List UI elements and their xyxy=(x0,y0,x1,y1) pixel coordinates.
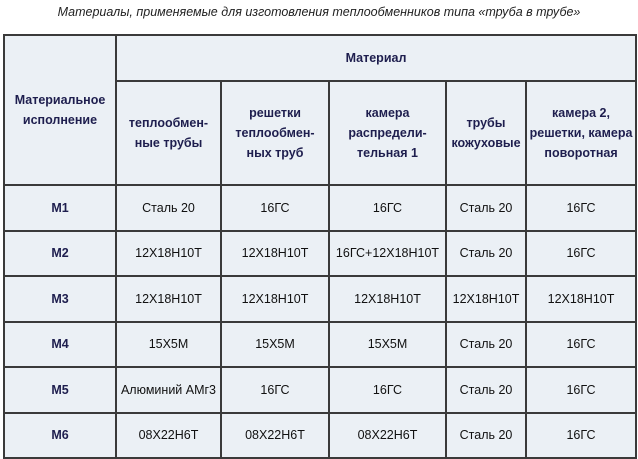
table-cell: 12Х18Н10Т xyxy=(220,275,330,323)
table-cell: Сталь 20 xyxy=(445,229,527,277)
row-header: М6 xyxy=(3,411,117,459)
materials-table: Материальное исполнение Материал теплооб… xyxy=(3,34,638,459)
table-cell: 12Х18Н10Т xyxy=(328,275,447,323)
table-cell: 12Х18Н10Т xyxy=(445,275,527,323)
table-cell: 12Х18Н10Т xyxy=(115,275,222,323)
table-cell: 15Х5М xyxy=(115,320,222,368)
row-header: М2 xyxy=(3,229,117,277)
table-cell: Сталь 20 xyxy=(445,411,527,459)
table-cell: 16ГС xyxy=(524,184,638,232)
row-header: М3 xyxy=(3,275,117,323)
table-cell: Сталь 20 xyxy=(445,184,527,232)
table-row: М5 Алюминий АМг3 16ГС 16ГС Сталь 20 16ГС xyxy=(3,366,638,414)
column-header: теплообмен-ные трубы xyxy=(115,80,222,186)
table-cell: 08Х22Н6Т xyxy=(220,411,330,459)
table-row: М4 15Х5М 15Х5М 15Х5М Сталь 20 16ГС xyxy=(3,320,638,368)
table-cell: 16ГС+12Х18Н10Т xyxy=(328,229,447,277)
table-cell: 12Х18Н10Т xyxy=(115,229,222,277)
table-row: М3 12Х18Н10Т 12Х18Н10Т 12Х18Н10Т 12Х18Н10Т 12… xyxy=(3,275,638,323)
table-cell: Сталь 20 xyxy=(445,366,527,414)
table-cell: 16ГС xyxy=(524,366,638,414)
table-cell: 15Х5М xyxy=(220,320,330,368)
table-caption: Материалы, применяемые для изготовления … xyxy=(57,5,581,19)
corner-header: Материальное исполнение xyxy=(3,34,117,186)
table-cell: 16ГС xyxy=(524,411,638,459)
table-cell: 12Х18Н10Т xyxy=(524,275,638,323)
table-cell: 16ГС xyxy=(220,366,330,414)
table-cell: 16ГС xyxy=(220,184,330,232)
column-header: камера распредели-тельная 1 xyxy=(328,80,447,186)
table-cell: 16ГС xyxy=(524,229,638,277)
row-header: М4 xyxy=(3,320,117,368)
row-header: М5 xyxy=(3,366,117,414)
table-cell: 16ГС xyxy=(524,320,638,368)
table-cell: 16ГС xyxy=(328,366,447,414)
table-cell: 08Х22Н6Т xyxy=(328,411,447,459)
table-row: М2 12Х18Н10Т 12Х18Н10Т 16ГС+12Х18Н10Т Сталь … xyxy=(3,229,638,277)
table-row: М6 08Х22Н6Т 08Х22Н6Т 08Х22Н6Т Сталь 20 16ГС xyxy=(3,411,638,459)
table-cell: 12Х18Н10Т xyxy=(220,229,330,277)
column-header: решетки теплообмен-ных труб xyxy=(220,80,330,186)
table-cell: 16ГС xyxy=(328,184,447,232)
group-header: Материал xyxy=(114,34,638,82)
table-cell: Сталь 20 xyxy=(445,320,527,368)
table-cell: 08Х22Н6Т xyxy=(115,411,222,459)
row-header: М1 xyxy=(3,184,117,232)
table-cell: Алюминий АМг3 xyxy=(115,366,222,414)
table-row: М1 Сталь 20 16ГС 16ГС Сталь 20 16ГС xyxy=(3,184,638,232)
column-header: трубы кожуховые xyxy=(445,80,527,186)
column-header: камера 2, решетки, камера поворотная xyxy=(524,80,638,186)
table-cell: 15Х5М xyxy=(328,320,447,368)
table-cell: Сталь 20 xyxy=(115,184,222,232)
